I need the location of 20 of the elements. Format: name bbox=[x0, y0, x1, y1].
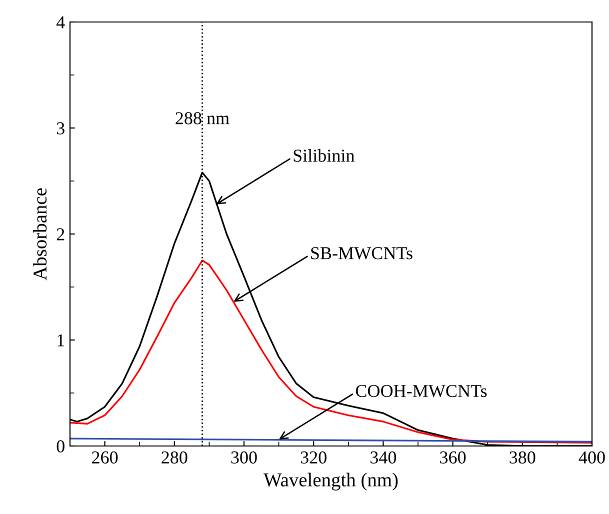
x-tick-label: 260 bbox=[92, 451, 118, 464]
y-tick-label: 4 bbox=[56, 16, 65, 28]
annotation: SB-MWCNTs bbox=[311, 247, 412, 260]
x-tick-label: 360 bbox=[440, 451, 466, 464]
x-tick-label: 280 bbox=[162, 451, 188, 464]
line-series bbox=[70, 260, 592, 444]
y-axis-title: Absorbance bbox=[32, 188, 47, 280]
x-tick-label: 400 bbox=[578, 451, 605, 464]
ref-line-label: 288 nm bbox=[176, 112, 230, 124]
y-tick-label: 2 bbox=[56, 228, 64, 240]
x-tick-label: 340 bbox=[370, 451, 396, 464]
x-tick-label: 380 bbox=[510, 451, 536, 464]
y-tick-label: 0 bbox=[56, 440, 64, 452]
annotation: COOH-MWCNTs bbox=[356, 384, 487, 398]
annotation: Silibinin bbox=[294, 149, 354, 162]
x-tick-label: 320 bbox=[300, 451, 326, 464]
x-tick-label: 300 bbox=[231, 451, 257, 464]
y-tick-label: 1 bbox=[58, 334, 64, 346]
x-axis-title: Wavelength (nm) bbox=[263, 472, 398, 490]
y-tick-label: 3 bbox=[56, 122, 64, 134]
